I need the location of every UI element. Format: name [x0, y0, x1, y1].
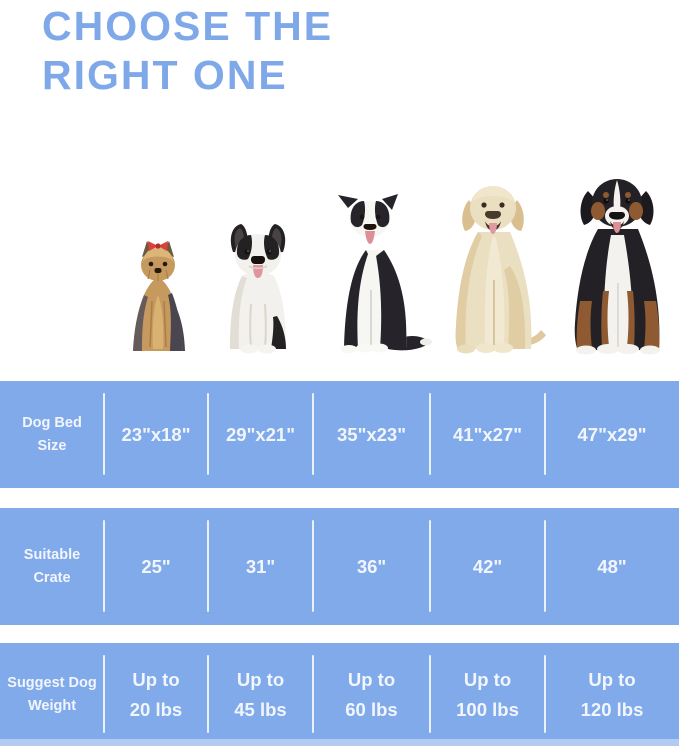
- bed-size-value-5: 47"x29": [577, 423, 647, 445]
- crate-cell-1: 25": [104, 508, 209, 625]
- weight-cell-4: Up to 100 lbs: [430, 643, 546, 746]
- bed-size-value-3: 35"x23": [337, 423, 406, 445]
- dog-image-border-collie: [338, 194, 432, 353]
- row-header-weight-line2: Weight: [27, 697, 77, 714]
- weight-value-2-line1: Up to: [236, 668, 285, 690]
- row-header-crate-line2: Crate: [33, 569, 71, 586]
- crate-value-1: 25": [141, 555, 171, 577]
- row-header-crate: Suitable Crate: [0, 508, 105, 625]
- page-title-line1: CHOOSE THE: [42, 3, 334, 49]
- crate-value-3: 36": [356, 555, 387, 577]
- dog-image-french-bulldog: [230, 224, 286, 354]
- row-header-weight: Suggest Dog Weight: [0, 643, 105, 746]
- crate-cell-5: 48": [545, 508, 679, 625]
- crate-cell-2: 31": [208, 508, 314, 625]
- table-row-bed-size: Dog Bed Size 23"x18" 29"x21" 35"x23" 41"…: [0, 381, 679, 488]
- page-title: CHOOSE THE RIGHT ONE: [42, 2, 333, 100]
- weight-value-3-line1: Up to: [347, 668, 396, 690]
- row-header-weight-line1: Suggest Dog: [7, 675, 97, 692]
- weight-cell-5: Up to 120 lbs: [545, 643, 679, 746]
- bed-size-cell-4: 41"x27": [430, 381, 546, 488]
- row-header-bed-size: Dog Bed Size: [0, 381, 105, 488]
- crate-value-5: 48": [597, 555, 627, 577]
- crate-value-2: 31": [245, 555, 276, 577]
- weight-value-2-line2: 45 lbs: [234, 698, 287, 720]
- weight-value-4-line2: 100 lbs: [456, 698, 519, 720]
- weight-cell-1: Up to 20 lbs: [104, 643, 209, 746]
- dog-image-labrador-retriever: [455, 186, 546, 354]
- bed-size-cell-1: 23"x18": [104, 381, 209, 488]
- weight-cell-3: Up to 60 lbs: [313, 643, 431, 746]
- bed-size-value-4: 41"x27": [453, 423, 522, 445]
- weight-value-3-line2: 60 lbs: [345, 698, 398, 720]
- table-row-weight: Suggest Dog Weight Up to 20 lbs Up to 45…: [0, 643, 679, 746]
- page-title-line2: RIGHT ONE: [42, 52, 288, 98]
- crate-cell-3: 36": [313, 508, 431, 625]
- bed-size-cell-3: 35"x23": [313, 381, 431, 488]
- dog-image-bernese-mountain-dog: [574, 179, 660, 355]
- weight-value-1-line1: Up to: [132, 668, 180, 690]
- weight-cell-2: Up to 45 lbs: [208, 643, 314, 746]
- weight-value-5-line2: 120 lbs: [580, 698, 644, 720]
- row-header-crate-line1: Suitable: [23, 547, 81, 564]
- bed-size-cell-2: 29"x21": [208, 381, 314, 488]
- dog-image-yorkshire-terrier: [133, 241, 185, 351]
- crate-cell-4: 42": [430, 508, 546, 625]
- weight-value-5-line1: Up to: [588, 668, 636, 690]
- bed-size-value-2: 29"x21": [226, 423, 295, 445]
- weight-value-4-line1: Up to: [463, 668, 512, 690]
- bed-size-value-1: 23"x18": [121, 423, 191, 445]
- table-row-crate: Suitable Crate 25" 31" 36" 42" 48": [0, 508, 679, 625]
- crate-value-4: 42": [472, 555, 503, 577]
- row-header-bed-size-line2: Size: [37, 437, 67, 454]
- weight-value-1-line2: 20 lbs: [129, 698, 183, 720]
- bottom-edge-strip: [0, 739, 679, 746]
- row-header-bed-size-line1: Dog Bed: [22, 415, 82, 432]
- bed-size-cell-5: 47"x29": [545, 381, 679, 488]
